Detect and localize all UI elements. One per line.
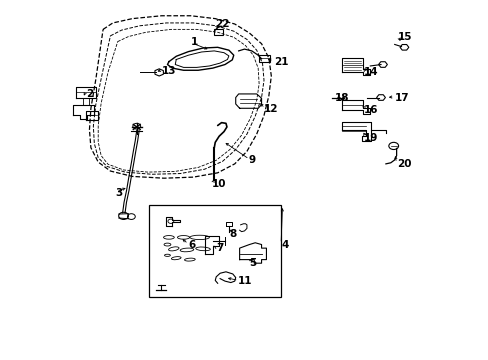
Bar (214, 29, 223, 35)
Text: 1: 1 (190, 37, 198, 47)
Text: 12: 12 (264, 104, 278, 114)
Text: 22: 22 (215, 19, 229, 29)
Text: 13: 13 (161, 66, 176, 76)
Text: 14: 14 (363, 67, 378, 77)
Text: 18: 18 (334, 93, 348, 103)
Text: 17: 17 (394, 93, 408, 103)
Bar (149, 205, 281, 297)
Text: 4: 4 (281, 239, 288, 249)
Text: 7: 7 (216, 243, 223, 253)
Text: 8: 8 (229, 229, 237, 239)
Text: 20: 20 (396, 159, 410, 169)
Text: 19: 19 (363, 133, 378, 143)
Bar (259, 55, 269, 62)
Text: 10: 10 (211, 179, 225, 189)
Text: 9: 9 (248, 155, 255, 165)
Text: 21: 21 (273, 57, 287, 67)
Text: 15: 15 (397, 32, 412, 41)
Text: 2: 2 (86, 89, 93, 99)
Text: 11: 11 (238, 276, 252, 286)
Text: 3: 3 (115, 188, 122, 198)
Text: 5: 5 (249, 258, 256, 268)
Text: 16: 16 (363, 105, 378, 115)
Text: 6: 6 (188, 239, 195, 249)
